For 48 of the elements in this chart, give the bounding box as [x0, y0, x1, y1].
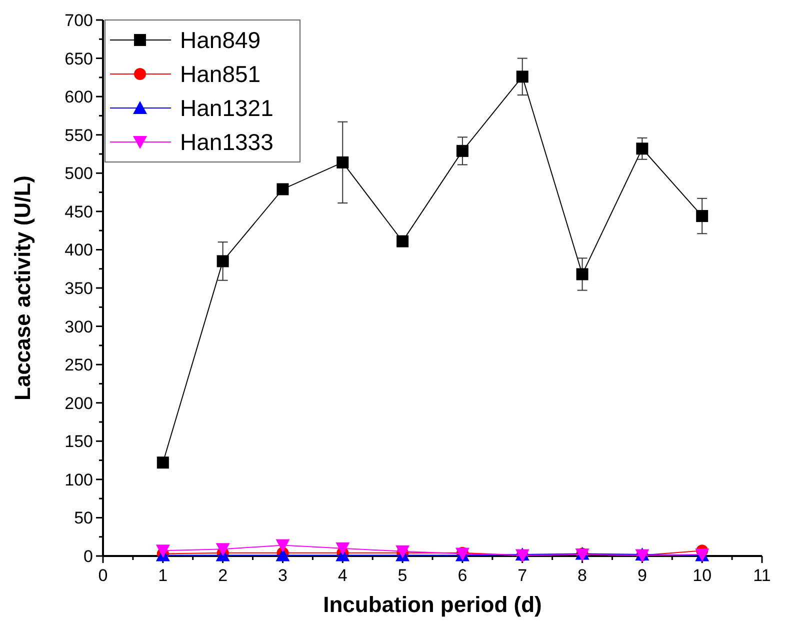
y-tick-label: 550: [64, 126, 93, 145]
y-tick-label: 50: [74, 508, 93, 528]
y-tick-label: 150: [64, 432, 93, 452]
point: [276, 183, 289, 196]
point: [336, 542, 350, 556]
y-tick-label: 650: [64, 49, 93, 68]
legend-label: Han1333: [180, 129, 274, 155]
x-tick-label: 1: [158, 566, 168, 585]
y-axis-title: Laccase activity (U/L): [10, 176, 35, 400]
y-tick-label: 0: [84, 547, 93, 566]
y-tick-label: 500: [64, 164, 93, 184]
point: [336, 156, 349, 168]
x-tick-label: 0: [98, 566, 108, 585]
point: [516, 70, 528, 83]
y-tick-label: 100: [64, 470, 93, 490]
point: [576, 268, 588, 280]
x-tick-label: 8: [578, 566, 588, 585]
y-tick-label: 250: [64, 356, 93, 375]
legend-label: Han851: [180, 61, 261, 87]
point: [276, 539, 290, 552]
x-tick-label: 3: [278, 566, 288, 585]
y-tick-label: 400: [64, 240, 93, 260]
point: [216, 255, 229, 268]
y-tick-label: 450: [64, 202, 93, 222]
point: [156, 456, 169, 469]
x-tick-label: 4: [338, 566, 348, 585]
point: [156, 544, 170, 558]
y-tick-label: 350: [64, 279, 93, 298]
x-tick-label: 5: [398, 566, 408, 585]
point: [276, 548, 290, 562]
x-tick-label: 7: [518, 566, 528, 585]
point: [216, 543, 230, 556]
x-tick-label: 2: [218, 566, 228, 585]
y-tick-label: 700: [64, 11, 93, 30]
point: [456, 144, 468, 157]
point: [696, 210, 708, 222]
x-tick-label: 10: [692, 566, 712, 585]
x-axis-title: Incubation period (d): [323, 592, 542, 617]
legend-label: Han849: [180, 27, 261, 53]
x-tick-label: 6: [458, 566, 468, 585]
y-tick-label: 600: [64, 88, 93, 107]
x-tick-label: 9: [637, 566, 647, 585]
point: [396, 235, 409, 248]
point: [636, 142, 648, 155]
y-tick-label: 200: [64, 394, 93, 413]
x-tick-label: 11: [753, 566, 771, 585]
y-tick-label: 300: [64, 317, 93, 336]
legend-label: Han1321: [180, 95, 274, 121]
